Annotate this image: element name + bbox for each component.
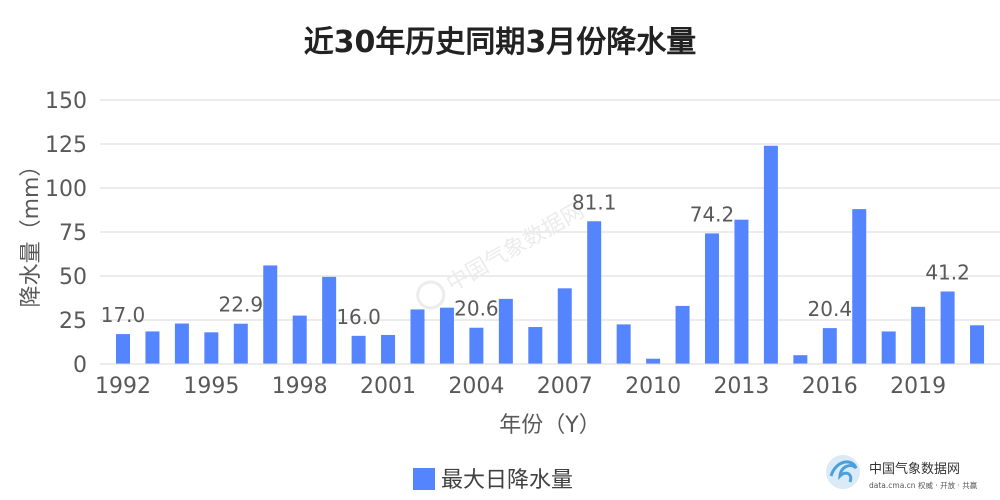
bar-2002: [410, 309, 425, 364]
y-tick-label: 50: [59, 265, 87, 290]
data-label: 20.4: [808, 297, 853, 321]
bar-2008: [587, 221, 602, 364]
bar-1996: [233, 323, 248, 364]
x-tick-label: 2001: [360, 374, 416, 399]
data-labels: 17.0 22.9 16.0 20.6 81.1 74.2 20.4 41.2: [101, 190, 970, 329]
bar-2021: [970, 325, 985, 364]
data-label: 81.1: [572, 190, 617, 214]
cma-logo-swirl: [829, 460, 858, 483]
logo-subtitle: data.cma.cn 权威 · 开放 · 共赢: [869, 480, 978, 490]
watermark-logo-icon: [416, 280, 446, 310]
bar-2017: [852, 209, 867, 364]
bar-2012: [705, 233, 719, 364]
legend: 最大日降水量: [413, 468, 573, 493]
bar-2018: [881, 331, 896, 364]
watermark-text: 中国气象数据网: [443, 198, 589, 297]
legend-swatch: [413, 468, 435, 490]
bar-2014: [763, 145, 778, 364]
x-axis-label: 年份（Y）: [499, 413, 600, 438]
bar-1995: [204, 332, 219, 364]
bar-2006: [528, 327, 543, 364]
bar-1999: [322, 276, 337, 364]
data-label: 20.6: [454, 297, 499, 321]
data-label: 22.9: [219, 293, 264, 317]
x-tick-label: 2019: [890, 374, 946, 399]
bar-2013: [734, 219, 749, 364]
bar-2009: [616, 324, 631, 364]
bar-2004: [469, 327, 484, 364]
data-label: 17.0: [101, 303, 146, 327]
bar-2016: [822, 328, 837, 364]
x-tick-label: 2004: [448, 374, 504, 399]
y-tick-label: 100: [45, 177, 87, 202]
bar-2020: [940, 291, 955, 364]
x-axis-ticks: 1992 1995 1998 2001 2004 2007 2010 2013 2016 2019: [95, 374, 946, 399]
y-axis-ticks: 0 25 50 75 100 125 150: [45, 89, 87, 378]
bar-1998: [292, 315, 307, 364]
bar-1994: [174, 323, 189, 364]
gridlines: [100, 99, 1000, 321]
bar-2015: [793, 355, 808, 364]
bar-2005: [498, 298, 513, 364]
bar-2001: [381, 334, 396, 364]
y-tick-label: 25: [59, 309, 87, 334]
data-label: 16.0: [336, 305, 381, 329]
y-tick-label: 75: [59, 221, 87, 246]
x-tick-label: 2010: [625, 374, 681, 399]
data-label: 74.2: [690, 202, 735, 226]
bar-1993: [145, 331, 160, 364]
y-axis-label: 降水量（mm）: [19, 155, 44, 308]
x-tick-label: 2013: [713, 374, 769, 399]
cma-logo: 中国气象数据网 data.cma.cn 权威 · 开放 · 共赢: [826, 455, 978, 490]
y-tick-label: 150: [45, 89, 87, 114]
data-label: 41.2: [925, 260, 970, 284]
bar-2019: [911, 306, 926, 364]
bar-2003: [439, 307, 454, 364]
bar-2011: [675, 305, 690, 364]
bar-2010: [646, 358, 661, 364]
y-tick-label: 0: [73, 353, 87, 378]
bar-2000: [351, 335, 366, 364]
logo-title: 中国气象数据网: [869, 461, 960, 477]
x-tick-label: 1992: [95, 374, 151, 399]
x-tick-label: 2007: [537, 374, 593, 399]
x-tick-label: 1998: [272, 374, 328, 399]
chart-title: 近30年历史同期3月份降水量: [304, 25, 697, 60]
bar-2007: [557, 288, 572, 364]
y-tick-label: 125: [45, 133, 87, 158]
x-tick-label: 1995: [183, 374, 239, 399]
legend-label: 最大日降水量: [441, 468, 573, 493]
bar-1992: [116, 334, 130, 364]
bar-1997: [263, 265, 278, 364]
bars: [116, 145, 985, 364]
x-tick-label: 2016: [802, 374, 858, 399]
